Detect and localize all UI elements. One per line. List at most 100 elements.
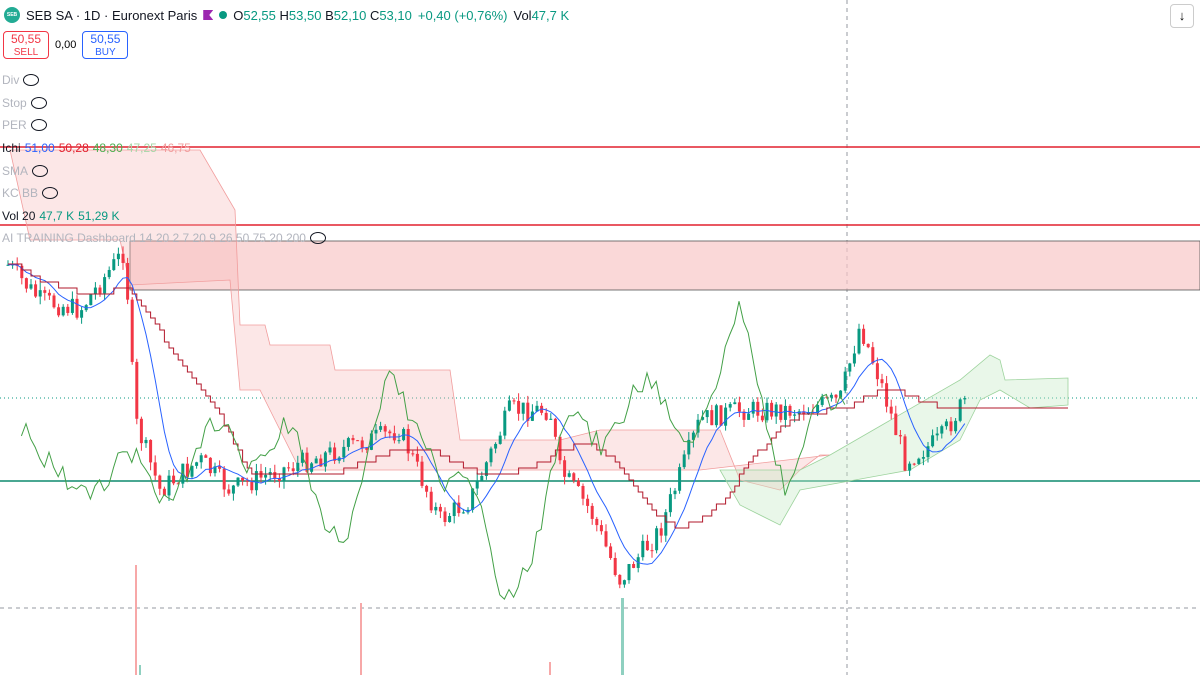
candle xyxy=(172,475,176,484)
candle xyxy=(176,483,180,485)
indicator[interactable]: AI TRAINING Dashboard 14 20 2 7 20 9 26 … xyxy=(2,227,326,250)
candle xyxy=(38,290,42,297)
candle xyxy=(80,310,84,318)
candle xyxy=(949,421,953,432)
indicator[interactable]: Div xyxy=(2,69,326,92)
candle xyxy=(682,454,686,468)
candle xyxy=(149,439,153,463)
candle xyxy=(931,435,935,447)
zone xyxy=(129,240,1200,291)
hidden-eye[interactable] xyxy=(23,74,40,87)
candle xyxy=(926,446,930,458)
candle xyxy=(20,265,24,279)
candle xyxy=(609,546,613,558)
hidden-eye[interactable] xyxy=(30,119,47,132)
candle xyxy=(650,550,654,552)
candle xyxy=(162,488,166,496)
candle xyxy=(328,447,332,453)
candle xyxy=(218,466,222,469)
download-button[interactable]: ↓ xyxy=(1170,4,1194,28)
badge: SEB xyxy=(4,7,20,23)
candle xyxy=(116,253,120,260)
hidden-eye[interactable] xyxy=(32,164,49,177)
candle xyxy=(613,557,617,575)
candle xyxy=(250,481,254,491)
indicator[interactable]: Ichi 51,00 50,28 48,30 47,25 46,75 xyxy=(2,137,326,160)
hidden-eye[interactable] xyxy=(30,96,47,109)
candle xyxy=(484,462,488,476)
indicator-value: 47,25 xyxy=(126,141,157,156)
indicator-name: SMA xyxy=(2,163,29,178)
candle xyxy=(429,491,433,511)
candle xyxy=(852,353,856,364)
candle xyxy=(912,463,916,465)
indicator-name: Vol 20 xyxy=(2,208,36,223)
candle xyxy=(406,428,410,454)
candle xyxy=(655,528,659,551)
candle xyxy=(944,421,948,427)
ohlc-label: H xyxy=(279,7,289,23)
candle xyxy=(6,264,10,266)
candle xyxy=(572,473,576,481)
candle xyxy=(544,412,548,420)
chikou-line xyxy=(20,301,846,600)
indicator-name: Div xyxy=(2,73,20,88)
candle xyxy=(75,298,79,318)
candle xyxy=(333,447,337,461)
candle xyxy=(632,563,636,568)
ohlc-label: C xyxy=(369,7,380,23)
candle xyxy=(507,400,511,411)
hidden-eye[interactable] xyxy=(309,232,326,245)
candle xyxy=(57,307,61,316)
candle xyxy=(581,486,585,499)
hidden-eye[interactable] xyxy=(42,187,59,200)
indicator[interactable]: PER xyxy=(2,114,326,137)
candle xyxy=(231,485,235,494)
candle xyxy=(489,448,493,463)
indicator[interactable]: Stop xyxy=(2,92,326,115)
candle xyxy=(314,458,318,464)
indicator[interactable]: Vol 20 47,7 K 51,29 K xyxy=(2,205,326,228)
sell-label: SELL xyxy=(13,47,39,58)
candle xyxy=(323,452,327,467)
candle xyxy=(604,531,608,547)
candle xyxy=(719,405,723,426)
indicator-name: AI TRAINING Dashboard 14 20 2 7 20 9 26 … xyxy=(2,231,306,246)
candle xyxy=(443,511,447,523)
indicator[interactable]: SMA xyxy=(2,159,326,182)
change: +0,40 (+0,76%) xyxy=(417,7,508,23)
candle xyxy=(701,417,705,420)
candle xyxy=(710,410,714,426)
symbol: SEB SA · 1D · Euronext Paris xyxy=(26,7,198,23)
candle xyxy=(438,506,442,512)
candle xyxy=(24,278,28,289)
candle xyxy=(622,580,626,585)
candle xyxy=(153,462,157,476)
candle xyxy=(586,498,590,506)
candle xyxy=(411,453,415,455)
ohlc-value: 52,55 xyxy=(243,7,276,23)
candle xyxy=(714,405,718,426)
candle xyxy=(880,379,884,384)
candle xyxy=(894,413,898,436)
candle xyxy=(733,402,737,405)
candle xyxy=(167,475,171,496)
indicator[interactable]: KC BB xyxy=(2,182,326,205)
candle xyxy=(448,516,452,523)
candle xyxy=(558,436,562,461)
candle xyxy=(93,287,97,295)
sell-button[interactable]: 50,55 SELL xyxy=(3,31,49,59)
candle xyxy=(641,540,645,558)
buy-button[interactable]: 50,55 BUY xyxy=(82,31,129,59)
candle xyxy=(742,411,746,420)
candle xyxy=(241,477,245,481)
volume-label: Vol xyxy=(513,7,532,23)
candle xyxy=(305,452,309,472)
flag[interactable] xyxy=(203,10,214,20)
candle xyxy=(553,418,557,437)
spread: 0,00 xyxy=(55,39,77,51)
candle xyxy=(61,306,65,316)
candle xyxy=(728,404,732,408)
ohlc-value: 52,10 xyxy=(333,7,367,23)
